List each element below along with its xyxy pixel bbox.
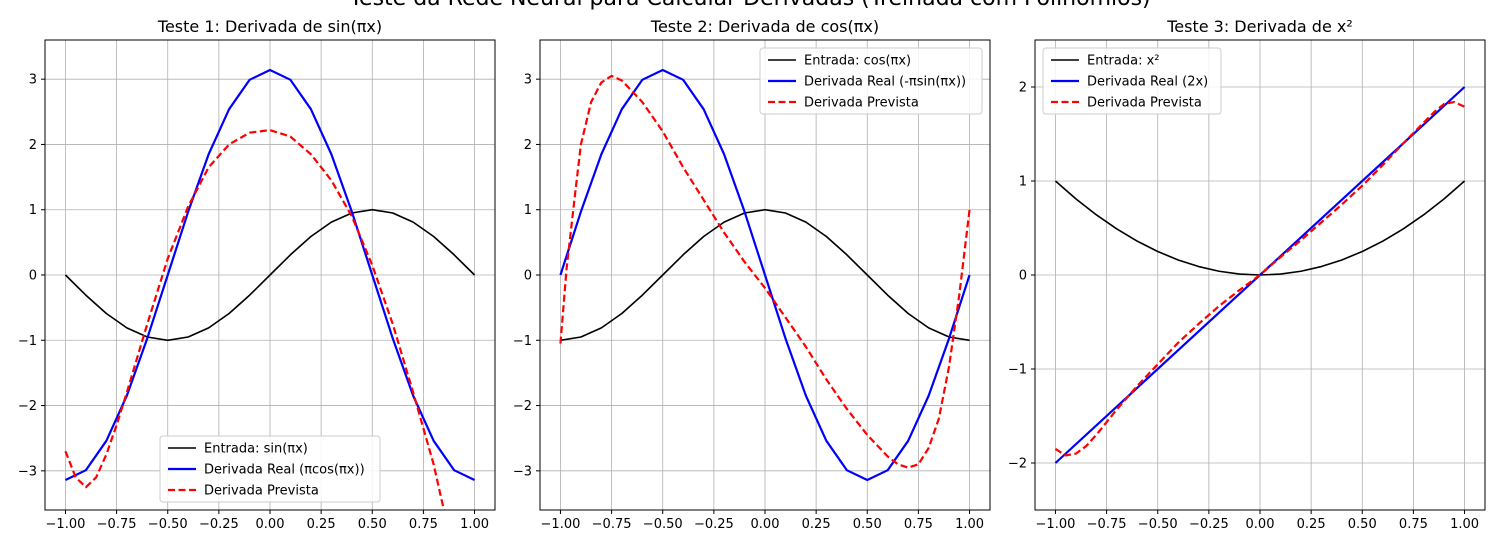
y-tick-label: −2 (1008, 457, 1027, 472)
legend-label: Entrada: sin(πx) (204, 442, 308, 457)
x-tick-label: 0.25 (307, 517, 336, 532)
chart-title: Teste 2: Derivada de cos(πx) (650, 17, 879, 36)
y-tick-label: −3 (18, 464, 37, 479)
y-tick-label: −1 (18, 334, 37, 349)
legend-label: Entrada: x² (1087, 54, 1160, 69)
y-tick-label: 0 (1019, 269, 1027, 284)
x-tick-label: −0.50 (1138, 517, 1178, 532)
x-tick-label: 0.00 (1246, 517, 1275, 532)
y-tick-label: −3 (513, 464, 532, 479)
y-tick-label: 2 (29, 138, 37, 153)
chart-title: Teste 1: Derivada de sin(πx) (157, 17, 382, 36)
chart-panel-1: −1.00 −0.75 −0.50 −0.25 0.00 0.25 0.50 0.75 1.00… (18, 17, 496, 532)
series-line-2 (64, 68, 476, 481)
legend: Entrada: x² Derivada Real (2x) Derivada Pr… (1042, 47, 1222, 115)
series-line-1 (560, 208, 970, 342)
chart-panel-3: −1.00 −0.75 −0.50 −0.25 0.00 0.25 0.50 0.75 1.00… (1008, 17, 1486, 532)
legend-label: Derivada Real (2x) (1087, 75, 1208, 90)
y-tick-label: 2 (1019, 81, 1027, 96)
legend-box (159, 435, 381, 503)
x-tick-label: 1.00 (955, 517, 984, 532)
x-tick-label: 0.75 (409, 517, 438, 532)
legend-label: Entrada: cos(πx) (804, 54, 911, 69)
x-tick-label: −0.75 (1087, 517, 1127, 532)
x-tick-label: 1.00 (1450, 517, 1479, 532)
x-tick-label: −1.00 (46, 517, 86, 532)
legend-label: Derivada Real (-πsin(πx)) (804, 75, 966, 90)
x-tick-label: 0.25 (1297, 517, 1326, 532)
legend-label: Derivada Prevista (804, 96, 919, 111)
legend: Entrada: cos(πx) Derivada Real (-πsin(πx)… (759, 47, 983, 115)
y-tick-label: 2 (524, 138, 532, 153)
y-tick-label: 1 (29, 203, 37, 218)
y-tick-label: −1 (513, 334, 532, 349)
y-tick-label: 0 (524, 269, 532, 284)
x-tick-label: −0.25 (1189, 517, 1229, 532)
y-tick-label: 3 (524, 73, 532, 88)
x-tick-label: −0.25 (199, 517, 239, 532)
y-tick-label: 1 (1019, 175, 1027, 190)
x-tick-label: −1.00 (1036, 517, 1076, 532)
x-tick-label: 1.00 (460, 517, 489, 532)
chart-panel-2: −1.00 −0.75 −0.50 −0.25 0.00 0.25 0.50 0.75 1.00… (513, 17, 991, 532)
x-tick-label: −1.00 (541, 517, 581, 532)
y-tick-label: 0 (29, 269, 37, 284)
x-tick-label: 0.75 (904, 517, 933, 532)
series-line-2 (559, 68, 971, 482)
series-line-3 (559, 74, 971, 469)
legend: Entrada: sin(πx) Derivada Real (πcos(πx))… (159, 435, 381, 503)
x-tick-label: 0.50 (358, 517, 387, 532)
legend-label: Derivada Real (πcos(πx)) (204, 463, 365, 478)
legend-label: Derivada Prevista (204, 484, 319, 499)
legend-box (1042, 47, 1222, 115)
x-tick-label: 0.50 (853, 517, 882, 532)
x-tick-label: 0.25 (802, 517, 831, 532)
y-tick-label: −1 (1008, 363, 1027, 378)
series-line-1 (64, 208, 476, 342)
x-tick-label: 0.75 (1399, 517, 1428, 532)
x-tick-label: 0.50 (1348, 517, 1377, 532)
legend-box (759, 47, 983, 115)
x-tick-label: −0.50 (148, 517, 188, 532)
figure-title: Teste da Rede Neural para Calcular Deriv… (348, 0, 1150, 11)
x-tick-label: 0.00 (256, 517, 285, 532)
x-tick-label: −0.25 (694, 517, 734, 532)
x-tick-label: −0.75 (97, 517, 137, 532)
legend-label: Derivada Prevista (1087, 96, 1202, 111)
y-tick-label: 3 (29, 73, 37, 88)
x-tick-label: −0.50 (643, 517, 683, 532)
y-tick-label: −2 (513, 399, 532, 414)
y-tick-label: 1 (524, 203, 532, 218)
x-tick-label: 0.00 (751, 517, 780, 532)
chart-title: Teste 3: Derivada de x² (1166, 17, 1353, 36)
y-tick-label: −2 (18, 399, 37, 414)
x-tick-label: −0.75 (592, 517, 632, 532)
